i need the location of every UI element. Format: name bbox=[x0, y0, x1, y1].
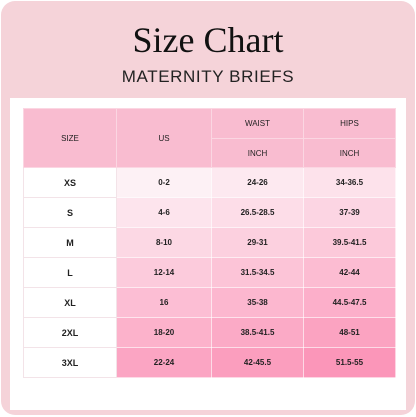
size-table: SIZE US WAIST HIPS INCH INCH XS 0-2 24-26 34-36.5… bbox=[23, 108, 396, 378]
size-value: 37-39 bbox=[303, 197, 396, 228]
size-value: 26.5-28.5 bbox=[211, 197, 304, 228]
column-header: US bbox=[116, 108, 212, 168]
unit-header: INCH bbox=[303, 138, 396, 168]
size-value: 0-2 bbox=[116, 167, 212, 198]
size-value: 35-38 bbox=[211, 287, 304, 318]
size-value: 51.5-55 bbox=[303, 347, 396, 378]
size-row: 2XL 18-20 38.5-41.5 48-51 bbox=[23, 317, 396, 348]
size-row: S 4-6 26.5-28.5 37-39 bbox=[23, 197, 396, 228]
size-value: 29-31 bbox=[211, 227, 304, 258]
size-value: 39.5-41.5 bbox=[303, 227, 396, 258]
unit-row: INCH INCH bbox=[24, 138, 396, 168]
column-header: WAIST bbox=[211, 108, 304, 139]
size-label: L bbox=[23, 257, 117, 288]
size-label: 3XL bbox=[23, 347, 117, 378]
size-value: 8-10 bbox=[116, 227, 212, 258]
size-label: S bbox=[23, 197, 117, 228]
size-row: L 12-14 31.5-34.5 42-44 bbox=[23, 257, 396, 288]
size-value: 48-51 bbox=[303, 317, 396, 348]
size-value: 16 bbox=[116, 287, 212, 318]
unit-header: INCH bbox=[211, 138, 304, 168]
size-value: 4-6 bbox=[116, 197, 212, 228]
header-row: SIZE US WAIST HIPS bbox=[23, 108, 396, 168]
size-value: 34-36.5 bbox=[303, 167, 396, 198]
size-value: 18-20 bbox=[116, 317, 212, 348]
subtitle: MATERNITY BRIEFS bbox=[121, 67, 295, 86]
column-header: SIZE bbox=[23, 108, 117, 168]
size-label: XS bbox=[23, 167, 117, 198]
size-row: XS 0-2 24-26 34-36.5 bbox=[23, 167, 396, 198]
title: Size Chart bbox=[132, 20, 284, 60]
table-panel: SIZE US WAIST HIPS INCH INCH XS 0-2 24-26 34-36.5… bbox=[10, 98, 406, 410]
size-label: 2XL bbox=[23, 317, 117, 348]
size-value: 42-44 bbox=[303, 257, 396, 288]
size-row: XL 16 35-38 44.5-47.5 bbox=[23, 287, 396, 318]
size-value: 42-45.5 bbox=[211, 347, 304, 378]
size-value: 38.5-41.5 bbox=[211, 317, 304, 348]
size-value: 22-24 bbox=[116, 347, 212, 378]
size-label: XL bbox=[23, 287, 117, 318]
size-value: 12-14 bbox=[116, 257, 212, 288]
size-value: 31.5-34.5 bbox=[211, 257, 304, 288]
size-row: 3XL 22-24 42-45.5 51.5-55 bbox=[23, 347, 396, 378]
size-value: 44.5-47.5 bbox=[303, 287, 396, 318]
size-value: 24-26 bbox=[211, 167, 304, 198]
size-label: M bbox=[23, 227, 117, 258]
column-header: HIPS bbox=[303, 108, 396, 139]
size-row: M 8-10 29-31 39.5-41.5 bbox=[23, 227, 396, 258]
